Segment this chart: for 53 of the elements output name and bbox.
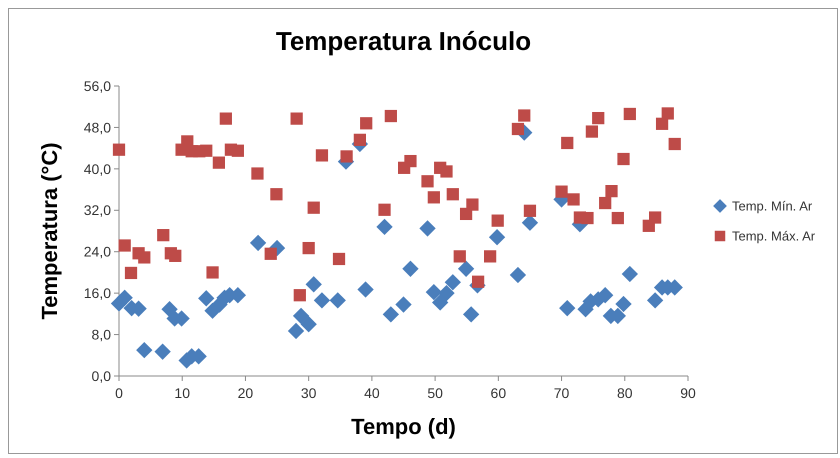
x-tick-label: 40: [364, 385, 380, 401]
point: [116, 290, 133, 306]
point: [330, 292, 346, 309]
x-tick-label: 0: [115, 385, 124, 401]
x-tick-label: 50: [427, 385, 444, 401]
point: [292, 308, 310, 324]
point: [136, 342, 152, 358]
x-tick-label: 30: [300, 385, 317, 401]
point: [432, 294, 448, 311]
y-tick-label: 32,0: [84, 202, 112, 218]
point: [395, 296, 412, 313]
x-tick-label: 60: [490, 385, 506, 401]
y-tick-label: 0,0: [92, 368, 112, 384]
point: [154, 343, 171, 360]
x-axis-title: Tempo (d): [351, 414, 456, 439]
point: [622, 266, 638, 282]
point: [522, 214, 538, 231]
legend-label: Temp. Mín. Ar: [732, 198, 813, 214]
y-tick-label: 56,0: [84, 78, 112, 94]
y-axis-title: Temperatura (°C): [37, 142, 62, 320]
point: [426, 284, 442, 300]
point: [198, 290, 214, 306]
point: [250, 234, 266, 252]
chart-title: Temperatura Inóculo: [276, 26, 532, 56]
point: [382, 306, 400, 323]
point: [444, 274, 461, 290]
x-tick-label: 90: [680, 385, 696, 401]
point: [615, 296, 632, 312]
legend-label: Temp. Máx. Ar: [732, 228, 816, 244]
point: [559, 300, 576, 316]
point: [458, 260, 474, 277]
y-tick-label: 16,0: [84, 285, 112, 302]
point: [314, 292, 330, 309]
point: [376, 218, 393, 236]
point: [462, 306, 480, 323]
y-tick-label: 48,0: [84, 119, 112, 136]
point: [510, 266, 526, 284]
point: [419, 220, 436, 237]
point: [288, 322, 304, 340]
x-tick-label: 20: [238, 385, 254, 401]
point: [306, 276, 322, 293]
point: [357, 281, 374, 298]
x-tick-label: 80: [616, 385, 633, 401]
y-tick-label: 8,0: [92, 326, 112, 342]
point: [488, 229, 506, 246]
y-tick-label: 40,0: [84, 160, 112, 177]
point: [402, 260, 419, 277]
point: [646, 292, 664, 309]
point: [300, 316, 317, 332]
y-tick-label: 24,0: [84, 244, 112, 260]
point: [438, 284, 455, 302]
x-tick-label: 70: [554, 385, 570, 401]
x-tick-label: 10: [174, 385, 190, 401]
